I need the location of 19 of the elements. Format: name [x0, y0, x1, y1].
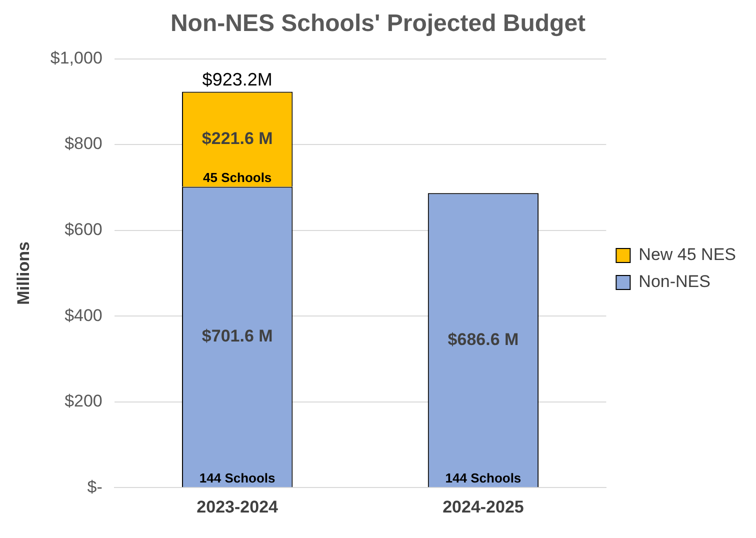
y-axis-title: Millions — [14, 242, 33, 305]
annotation: 144 Schools — [199, 470, 276, 486]
y-tick-label: $- — [87, 477, 102, 496]
x-tick-label: 2023-2024 — [196, 497, 279, 516]
annotation: 45 Schools — [203, 170, 272, 185]
y-tick-label: $400 — [64, 306, 102, 325]
data-label: $686.6 M — [448, 330, 519, 349]
total-label: $923.2M — [202, 70, 272, 90]
data-label: $701.6 M — [202, 326, 273, 346]
legend-label: Non-NES — [638, 272, 710, 292]
y-tick-label: $800 — [64, 134, 102, 154]
y-tick-label: $600 — [64, 220, 102, 240]
legend-label: New 45 NES — [638, 245, 736, 264]
y-tick-label: $1,000 — [50, 48, 102, 68]
data-label: $221.6 M — [202, 128, 273, 148]
x-tick-label: 2024-2025 — [442, 497, 524, 516]
annotation: 144 Schools — [445, 470, 522, 486]
y-tick-label: $200 — [64, 392, 102, 411]
chart-title: Non-NES Schools' Projected Budget — [170, 10, 586, 38]
